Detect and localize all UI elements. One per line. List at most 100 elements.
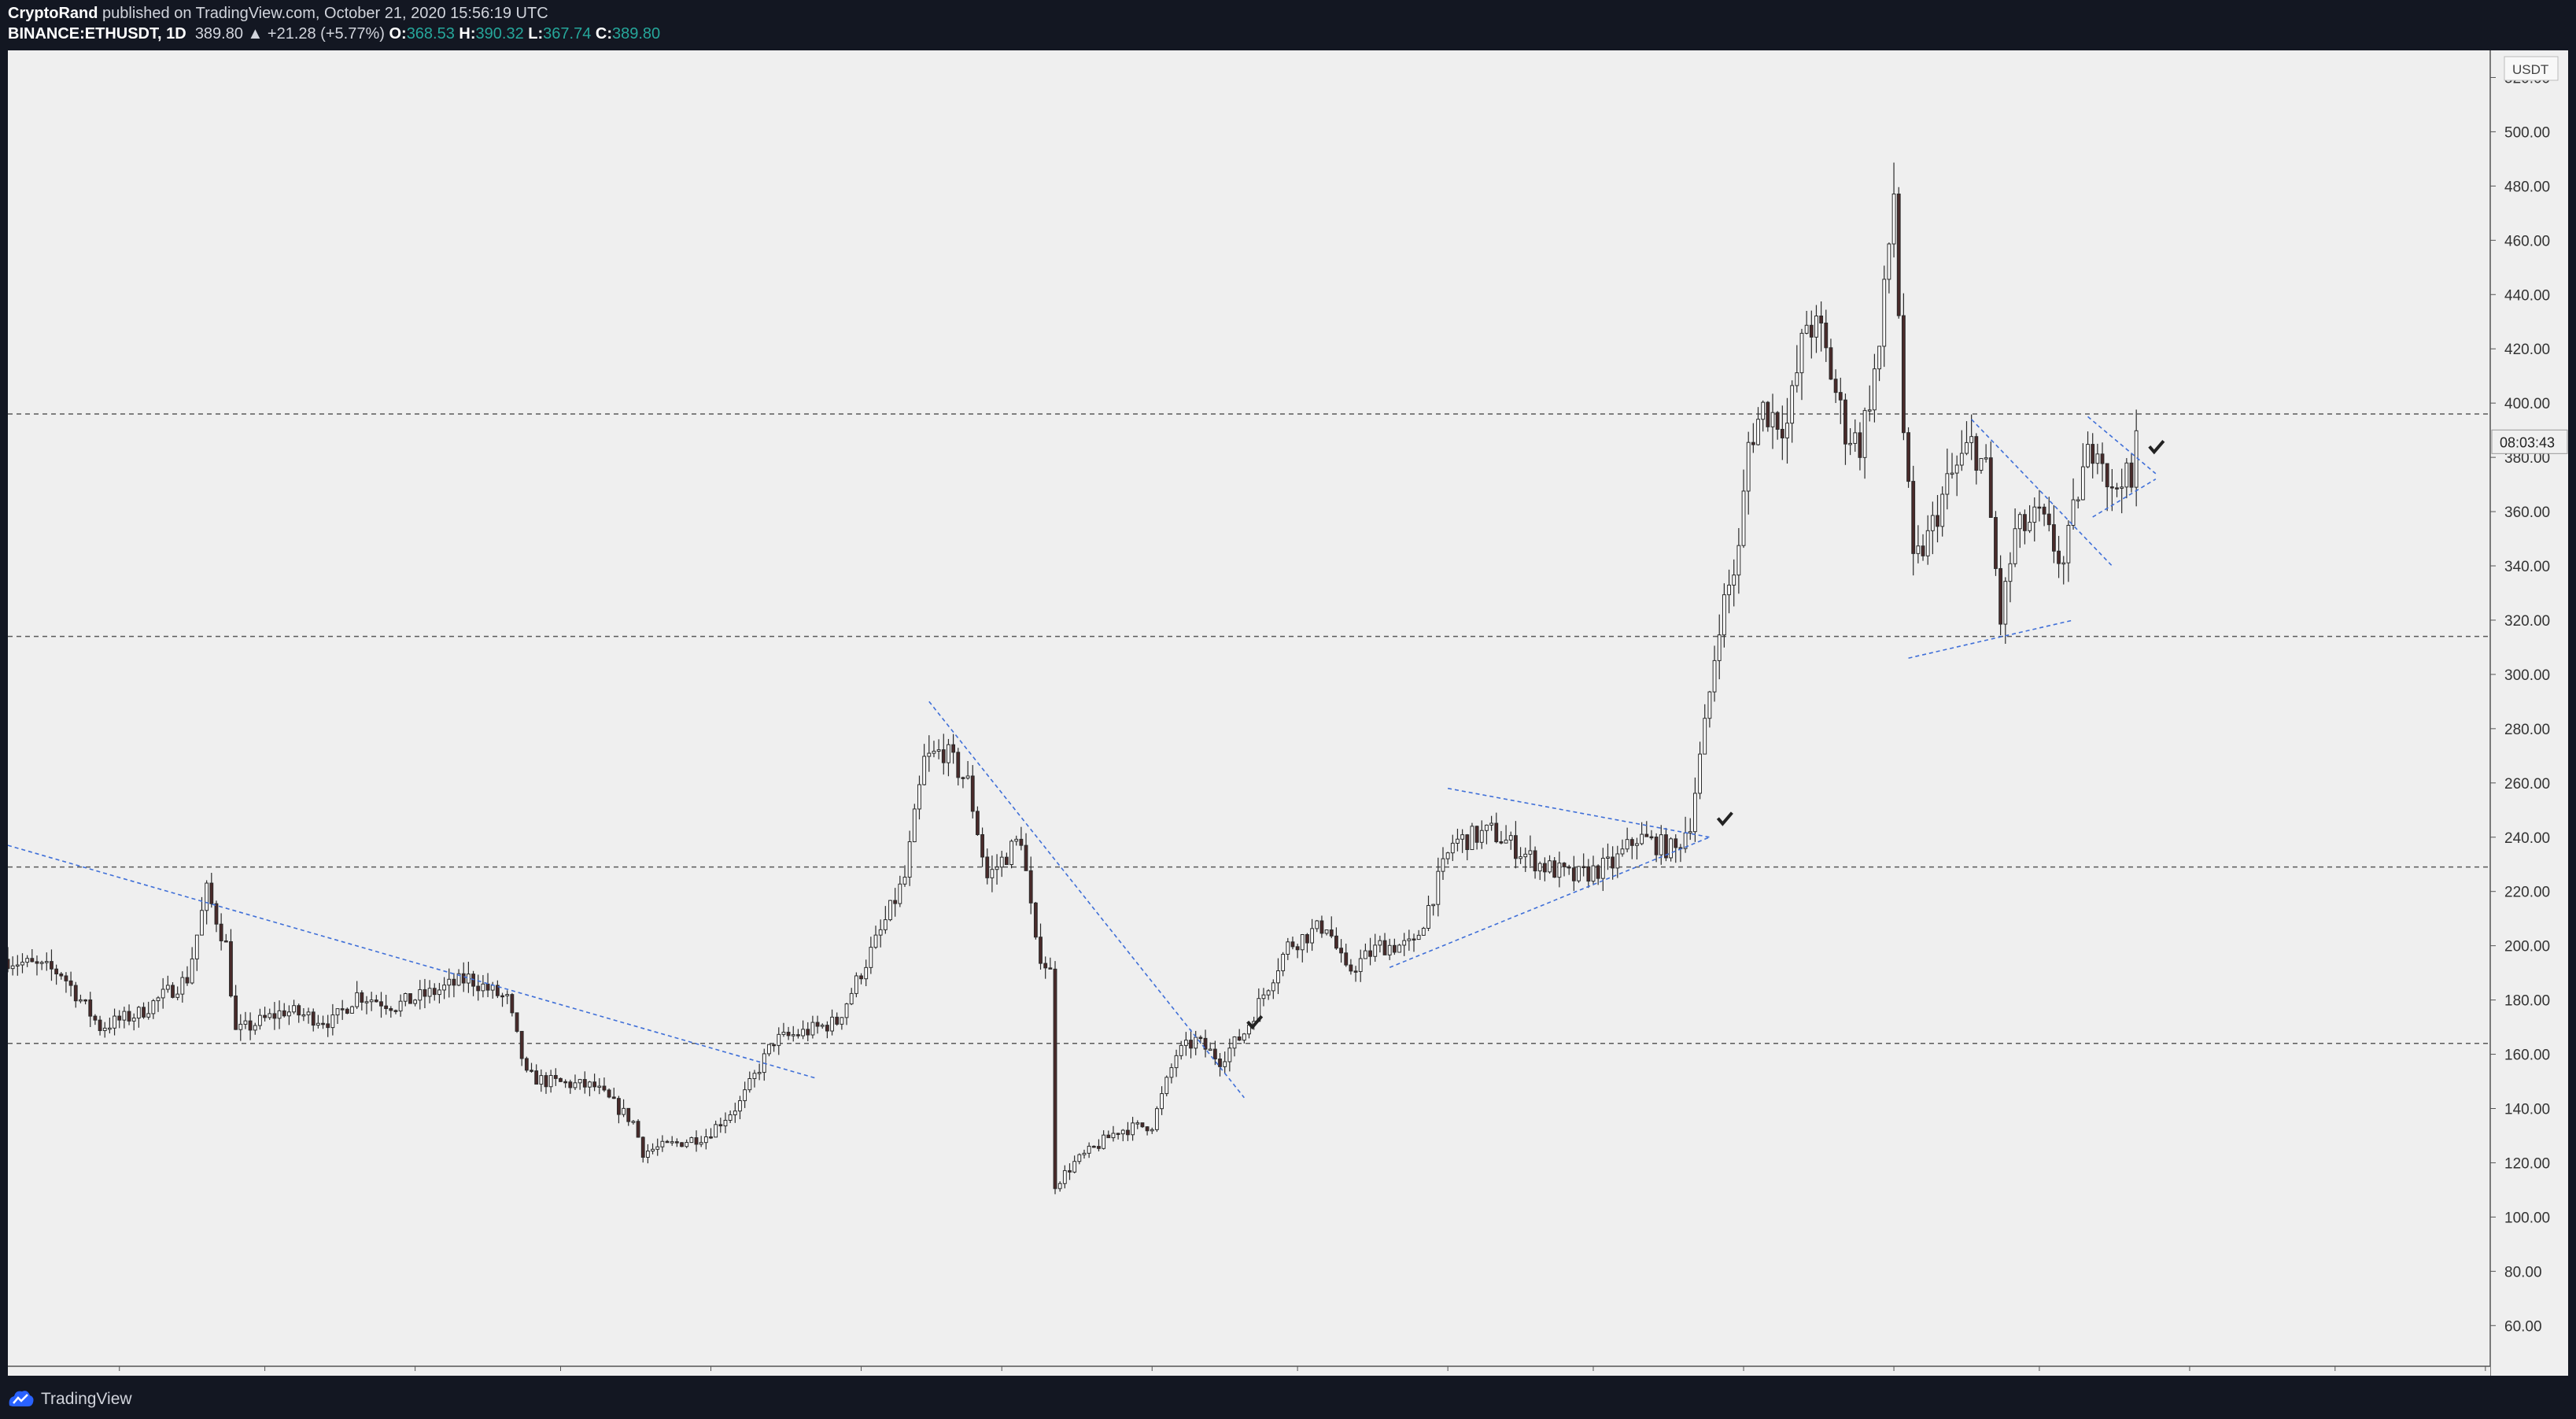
price-axis[interactable]: [2490, 50, 2568, 1376]
candle-body: [1819, 315, 1824, 323]
candle-body: [238, 1023, 243, 1030]
candle-body: [1077, 1154, 1082, 1162]
candle-body: [165, 985, 170, 990]
candle-body: [1363, 950, 1367, 959]
candle-body: [161, 988, 165, 999]
candle-body: [1911, 481, 1916, 554]
candle-body: [1984, 457, 1988, 460]
plot-area[interactable]: [8, 50, 2490, 1376]
candle-body: [1140, 1122, 1145, 1128]
candle-body: [1693, 793, 1697, 833]
candle-body: [1232, 1036, 1237, 1049]
candle-body: [645, 1151, 650, 1158]
candle-body: [1286, 941, 1290, 955]
candle-body: [175, 993, 180, 998]
candle-body: [1882, 279, 1887, 347]
candle-body: [844, 1003, 849, 1018]
candles: [8, 162, 2139, 1195]
countdown-badge: 08:03:43: [2491, 429, 2568, 454]
candle-body: [1271, 982, 1275, 992]
candle-body: [180, 977, 185, 995]
candle-body: [258, 1014, 262, 1026]
candle-body: [738, 1100, 742, 1112]
candle-body: [485, 983, 490, 991]
candle-body: [1014, 838, 1019, 842]
candle-body: [1548, 860, 1552, 873]
candle-body: [1053, 968, 1057, 1189]
candle-body: [1450, 842, 1455, 854]
candle-body: [219, 923, 223, 941]
candle-body: [1528, 850, 1533, 855]
candle-body: [694, 1137, 699, 1145]
open-value: 368.53: [406, 25, 455, 42]
candle-body: [1542, 863, 1547, 873]
candle-body: [1043, 963, 1048, 969]
candle-body: [2046, 513, 2051, 526]
candle-body: [2091, 444, 2095, 464]
candle-body: [1824, 322, 1829, 349]
candle-body: [2109, 486, 2114, 489]
candle-body: [335, 1008, 340, 1016]
candle-body: [316, 1022, 320, 1026]
candle-body: [1082, 1152, 1087, 1155]
candle-body: [1674, 838, 1678, 848]
candle-body: [626, 1107, 631, 1122]
candle-body: [466, 974, 471, 984]
candle-body: [321, 1022, 325, 1025]
candle-body: [205, 882, 209, 911]
candle-body: [1921, 545, 1925, 556]
candle-body: [1785, 423, 1789, 438]
candle-body: [330, 1014, 335, 1029]
price-chart[interactable]: 60.00 80.00 100.00 120.00 140.00 160.00 180.00…: [8, 50, 2568, 1376]
candle-body: [777, 1033, 781, 1046]
currency-badge: USDT: [2504, 56, 2559, 81]
candle-body: [578, 1079, 582, 1084]
candle-body: [1062, 1170, 1067, 1184]
candle-body: [699, 1142, 703, 1145]
candle-body: [1843, 399, 1847, 445]
candle-body: [102, 1027, 107, 1032]
time-axis[interactable]: [8, 1366, 2490, 1376]
candle-body: [413, 1000, 418, 1004]
candle-body: [432, 988, 437, 996]
author-name[interactable]: CryptoRand: [8, 5, 98, 22]
candle-body: [2095, 453, 2100, 464]
candle-body: [534, 1070, 539, 1085]
candle-body: [660, 1140, 665, 1147]
candle-body: [1625, 839, 1629, 850]
symbol-label[interactable]: BINANCE:ETHUSDT, 1D: [8, 25, 186, 42]
candle-body: [1659, 834, 1663, 855]
candle-body: [286, 1011, 291, 1017]
candle-body: [1552, 860, 1557, 878]
candle-body: [39, 962, 44, 964]
change-value: ▲ +21.28 (+5.77%): [247, 25, 385, 42]
candle-body: [54, 968, 59, 974]
candle-body: [1048, 967, 1053, 970]
candle-body: [597, 1085, 602, 1088]
price-tick-label: 260.00: [2504, 776, 2550, 793]
candle-body: [1387, 944, 1392, 955]
candle-body: [665, 1140, 670, 1144]
candle-body: [1218, 1059, 1222, 1067]
candle-body: [1494, 822, 1499, 843]
candle-body: [1068, 1170, 1072, 1173]
tradingview-brand[interactable]: TradingView: [41, 1390, 132, 1408]
check-mark-icon: [1716, 811, 1733, 826]
candle-body: [1324, 929, 1329, 934]
candle-body: [898, 883, 902, 904]
candle-body: [670, 1141, 674, 1144]
candle-body: [1353, 970, 1358, 973]
candle-body: [64, 975, 68, 981]
candle-body: [1848, 442, 1853, 445]
candle-body: [917, 784, 921, 810]
candle-body: [709, 1136, 713, 1139]
candle-body: [456, 973, 461, 986]
candle-body: [680, 1142, 684, 1147]
candle-body: [73, 985, 78, 1002]
candle-body: [1519, 856, 1522, 859]
candle-body: [1131, 1122, 1135, 1136]
candle-body: [1537, 863, 1542, 872]
candle-body: [1169, 1067, 1174, 1078]
candle-body: [248, 1020, 253, 1031]
candle-body: [941, 749, 946, 763]
